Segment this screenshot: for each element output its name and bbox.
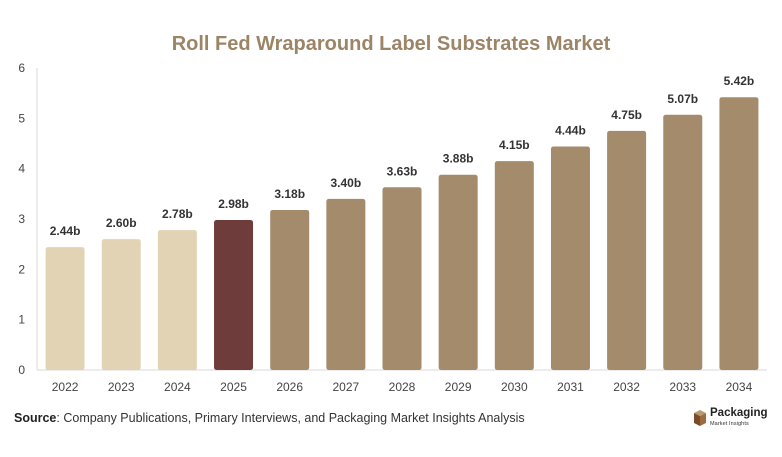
data-label: 4.75b [611, 108, 642, 122]
y-tick-label: 3 [18, 212, 25, 226]
bar [157, 230, 197, 370]
x-tick-label: 2029 [445, 380, 472, 394]
data-label: 2.44b [50, 224, 81, 238]
source-label: Source [14, 411, 57, 425]
bar [382, 187, 422, 370]
bar [270, 209, 310, 370]
bar [214, 220, 254, 370]
x-tick-label: 2030 [501, 380, 528, 394]
x-tick-label: 2023 [108, 380, 135, 394]
data-label: 2.98b [218, 197, 249, 211]
bar [663, 114, 703, 370]
bar [719, 97, 759, 371]
x-tick-label: 2022 [52, 380, 79, 394]
box-logo-icon [694, 409, 706, 426]
x-tick-label: 2033 [669, 380, 696, 394]
data-label: 2.60b [106, 216, 137, 230]
x-tick-label: 2027 [332, 380, 359, 394]
data-label: 4.44b [555, 124, 586, 138]
y-tick-label: 2 [18, 262, 25, 276]
brand-name: Packaging [710, 407, 768, 419]
brand-subtitle: Market Insights [710, 420, 749, 427]
bar [45, 247, 85, 370]
bar [550, 146, 590, 370]
bar [607, 130, 647, 370]
y-tick-label: 0 [18, 363, 25, 377]
bar [326, 198, 366, 370]
data-label: 2.78b [162, 207, 193, 221]
x-tick-label: 2028 [389, 380, 416, 394]
x-tick-label: 2026 [276, 380, 303, 394]
source-note: Source: Company Publications, Primary In… [14, 411, 525, 425]
x-tick-label: 2031 [557, 380, 584, 394]
chart-title: Roll Fed Wraparound Label Substrates Mar… [171, 33, 611, 55]
data-label: 3.63b [387, 164, 418, 178]
x-tick-label: 2024 [164, 380, 191, 394]
brand-logo: Packaging Market Insights [693, 407, 768, 427]
bar [101, 239, 141, 370]
x-tick-label: 2025 [220, 380, 247, 394]
x-tick-label: 2034 [726, 380, 753, 394]
source-text: : Company Publications, Primary Intervie… [56, 411, 525, 425]
data-label: 4.15b [499, 138, 530, 152]
y-tick-label: 4 [18, 162, 25, 176]
data-label: 3.40b [331, 176, 362, 190]
data-label: 5.07b [667, 92, 698, 106]
y-tick-label: 1 [18, 313, 25, 327]
bar [438, 174, 478, 370]
data-label: 3.18b [274, 187, 305, 201]
bar [494, 161, 534, 370]
x-tick-label: 2032 [613, 380, 640, 394]
y-tick-label: 5 [18, 111, 25, 125]
y-tick-label: 6 [18, 61, 25, 75]
data-label: 3.88b [443, 152, 474, 166]
data-label: 5.42b [724, 74, 755, 88]
